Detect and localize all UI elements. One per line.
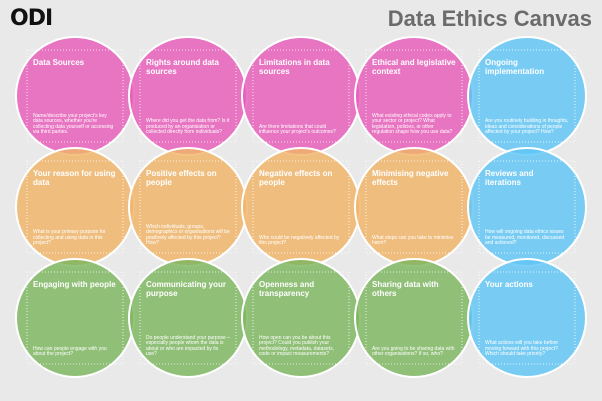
cell-title: Sharing data with others: [372, 280, 439, 298]
dotted-frame: [252, 49, 350, 143]
dotted-frame: [478, 49, 576, 143]
cell-title: Ethical and legislative context: [372, 58, 456, 76]
cell-question: What steps can you take to minimise harm…: [372, 234, 454, 247]
circle: [354, 147, 474, 267]
cell-title: Rights around data sources: [146, 58, 219, 76]
cell-question: Name/describe your project's key data so…: [33, 112, 114, 136]
dotted-frame: [478, 160, 576, 254]
cell-title: Data Sources: [33, 58, 85, 67]
dotted-frame: [26, 49, 124, 143]
cell-question: Do people understand your purpose – espe…: [146, 334, 230, 358]
cell-title: Ongoing implementation: [485, 58, 545, 76]
circle: [15, 147, 135, 267]
circle: [467, 147, 587, 267]
cell-title: Engaging with people: [33, 280, 116, 289]
logo: ODI: [10, 6, 53, 31]
cell-question: How will ongoing data ethics issues be m…: [485, 229, 565, 247]
dotted-frame: [252, 271, 350, 365]
circle: [241, 36, 361, 156]
circle: [467, 36, 587, 156]
circle: [467, 258, 587, 378]
cell-question: Are you routinely building in thoughts, …: [485, 118, 569, 136]
dotted-frame: [26, 271, 124, 365]
page-title: Data Ethics Canvas: [387, 6, 592, 31]
cell-question: How can people engage with you about the…: [33, 345, 107, 358]
cell-title: Your reason for using data: [33, 169, 116, 187]
dotted-frame: [139, 271, 237, 365]
cell-question: Which individuals, groups, demographics …: [146, 223, 230, 247]
circle: [354, 36, 474, 156]
circle: [128, 147, 248, 267]
cell-question: Are there limitations that could influen…: [259, 123, 336, 136]
cell-question: What existing ethical codes apply to you…: [372, 112, 453, 136]
circle: [241, 147, 361, 267]
cell-question: What is your primary purpose for collect…: [33, 229, 106, 247]
cell-question: Are you going to be sharing data with ot…: [372, 345, 455, 358]
cell-title: Your actions: [485, 280, 533, 289]
circle: [241, 258, 361, 378]
cell-question: Who could be negatively affected by this…: [259, 234, 340, 247]
dotted-frame: [365, 160, 463, 254]
dotted-frame: [365, 271, 463, 365]
cell-title: Limitations in data sources: [259, 58, 330, 76]
circle: [128, 258, 248, 378]
cell-title: Minimising negative effects: [372, 169, 449, 187]
cell-title: Negative effects on people: [259, 169, 333, 187]
cell-question: What actions will you take before moving…: [485, 340, 559, 358]
dotted-frame: [139, 49, 237, 143]
circle: [15, 258, 135, 378]
circle: [354, 258, 474, 378]
dotted-frame: [365, 49, 463, 143]
circle: [15, 36, 135, 156]
cell-question: Where did you get the data from? Is it p…: [146, 118, 230, 136]
cell-title: Communicating your purpose: [146, 280, 227, 298]
dotted-frame: [26, 160, 124, 254]
cell-title: Openness and transparency: [259, 280, 315, 298]
dotted-frame: [252, 160, 350, 254]
circle: [128, 36, 248, 156]
cell-question: How open can you be about this project? …: [259, 334, 334, 358]
dotted-frame: [478, 271, 576, 365]
cell-title: Reviews and iterations: [485, 169, 534, 187]
dotted-frame: [139, 160, 237, 254]
cell-title: Positive effects on people: [146, 169, 217, 187]
